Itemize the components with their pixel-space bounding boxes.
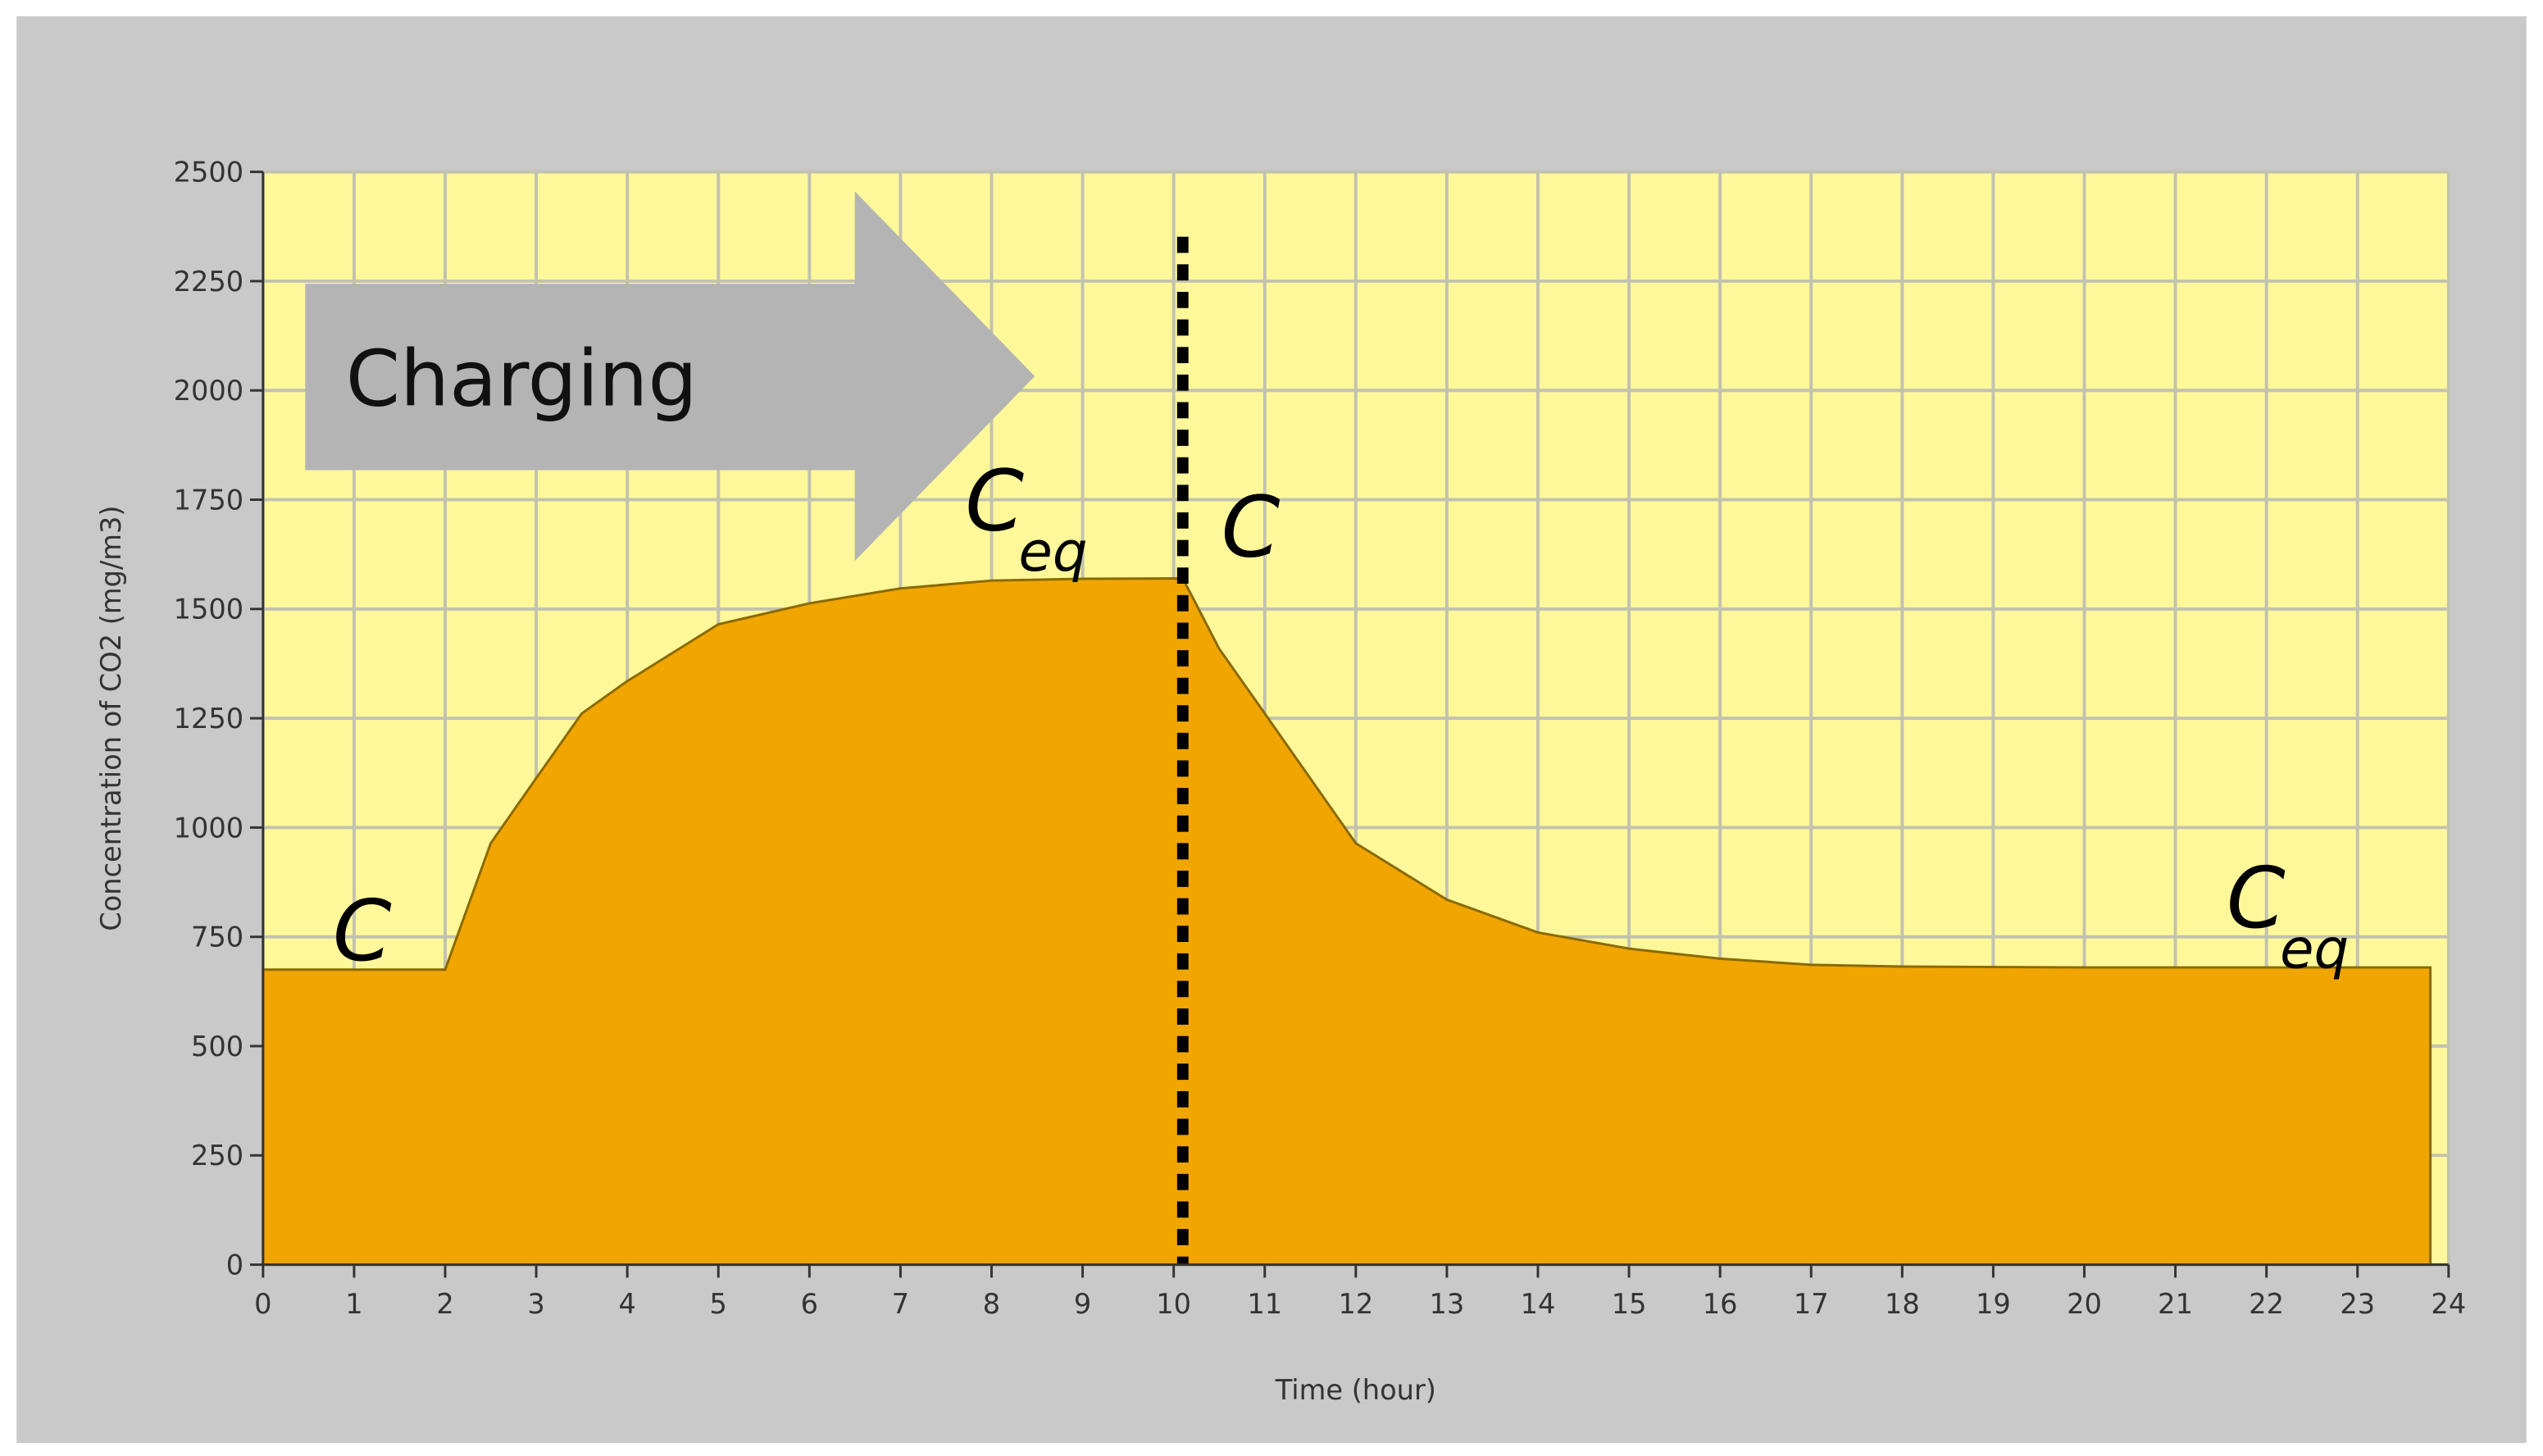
x-tick-label: 24 — [2431, 1288, 2466, 1320]
x-tick-label: 7 — [892, 1288, 909, 1320]
annotation: C — [965, 453, 1024, 551]
y-tick-label: 0 — [226, 1249, 243, 1281]
x-tick-label: 10 — [1156, 1288, 1191, 1320]
x-tick-label: 4 — [618, 1288, 635, 1320]
phase-label: Charging — [346, 334, 698, 424]
area — [262, 577, 2432, 1267]
y-tick-label: 2500 — [174, 157, 244, 189]
charging-arrow — [305, 191, 1035, 562]
x-axis-title: Time (hour) — [1275, 1374, 1436, 1406]
x-tick-label: 14 — [1521, 1288, 1556, 1320]
y-tick-label: 1750 — [174, 484, 244, 516]
annotation: C — [333, 883, 392, 981]
y-tick-label: 2250 — [174, 266, 244, 298]
x-tick-label: 12 — [1338, 1288, 1373, 1320]
x-tick-label: 19 — [1976, 1288, 2011, 1320]
y-axis-title: Concentration of CO2 (mg/m3) — [95, 506, 127, 931]
x-tick-label: 0 — [254, 1288, 271, 1320]
y-tick-label: 750 — [191, 921, 243, 953]
x-tick-label: 22 — [2249, 1288, 2284, 1320]
y-tick-label: 2000 — [174, 375, 244, 407]
x-tick-label: 6 — [801, 1288, 818, 1320]
x-tick-label: 15 — [1612, 1288, 1647, 1320]
x-tick-label: 21 — [2158, 1288, 2193, 1320]
x-tick-label: 3 — [527, 1288, 544, 1320]
y-tick-label: 250 — [191, 1140, 243, 1172]
annotation: C — [2227, 850, 2286, 948]
y-tick-label: 1500 — [174, 594, 244, 626]
x-tick-label: 13 — [1430, 1288, 1465, 1320]
x-tick-label: 17 — [1794, 1288, 1829, 1320]
x-tick-label: 18 — [1885, 1288, 1920, 1320]
x-tick-label: 2 — [436, 1288, 453, 1320]
y-tick-label: 1000 — [174, 812, 244, 844]
x-tick-label: 8 — [983, 1288, 1000, 1320]
x-tick-label: 16 — [1703, 1288, 1738, 1320]
x-tick-label: 20 — [2067, 1288, 2102, 1320]
axes: 0 250 500 750 1000 1250 1500 1750 2000 2250 2500 0 1… — [174, 157, 2467, 1320]
x-tick-label: 11 — [1247, 1288, 1282, 1320]
x-tick-label: 1 — [345, 1288, 362, 1320]
annotation: C — [1221, 479, 1281, 576]
y-tick-label: 1250 — [174, 703, 244, 735]
annotation-subscript: eq — [2280, 917, 2349, 981]
annotation-subscript: eq — [1018, 520, 1087, 584]
x-tick-label: 23 — [2340, 1288, 2375, 1320]
x-tick-label: 9 — [1074, 1288, 1091, 1320]
y-tick-label: 500 — [191, 1031, 243, 1062]
x-tick-label: 5 — [710, 1288, 727, 1320]
